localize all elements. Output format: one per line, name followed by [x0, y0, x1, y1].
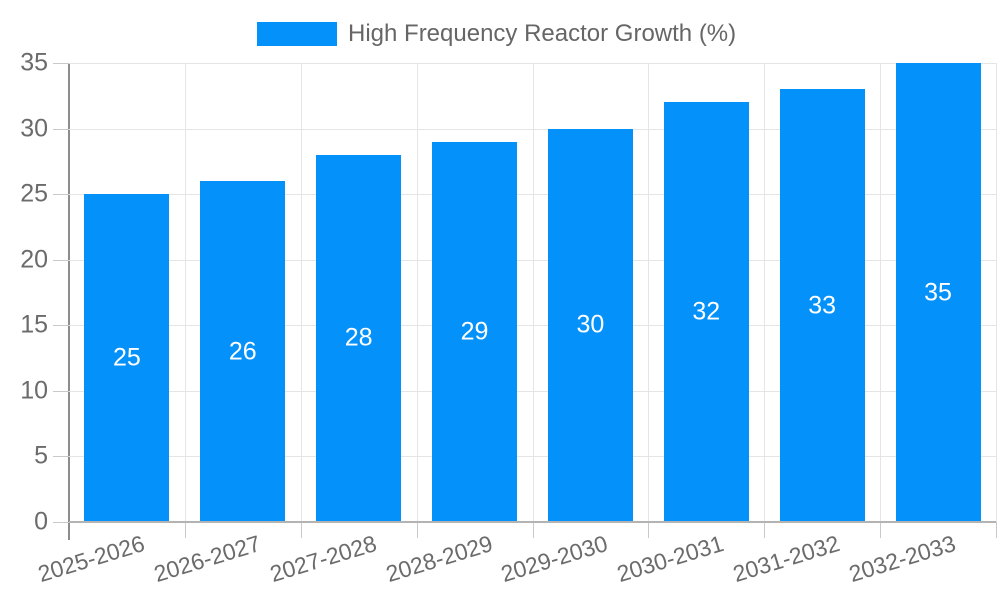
bar-value-label: 32: [692, 297, 721, 326]
bar-value-label: 35: [924, 278, 952, 306]
bar[interactable]: [663, 102, 749, 522]
bar-value-label: 33: [808, 291, 837, 320]
gridline-vertical: [764, 63, 766, 522]
gridline-vertical: [880, 63, 882, 522]
x-tick-label: 2028-2029: [382, 530, 496, 588]
gridline-vertical: [416, 63, 418, 522]
legend-color-swatch: [257, 22, 337, 46]
y-tick-mark: [53, 522, 69, 523]
y-tick-label: 20: [20, 245, 48, 274]
y-tick-label: 15: [20, 310, 48, 339]
x-tick-label: 2030-2031: [614, 530, 727, 588]
y-tick-label: 5: [34, 441, 48, 470]
y-tick-mark: [53, 456, 69, 458]
gridline-vertical: [184, 63, 186, 522]
x-tick-mark: [880, 522, 882, 538]
bar[interactable]: [200, 181, 286, 522]
gridline-vertical: [648, 63, 650, 522]
x-tick-label: 2032-2033: [845, 530, 959, 588]
bar-value-label: 30: [576, 310, 605, 339]
y-tick-label: 35: [20, 48, 48, 77]
x-tick-label: 2025-2026: [34, 530, 148, 588]
x-tick-label: 2027-2028: [266, 530, 380, 588]
y-axis-line: [68, 63, 70, 540]
bar[interactable]: [547, 128, 633, 522]
x-axis-line: [69, 521, 996, 523]
plot-area: 25 26 28 29 30 32 33 35: [53, 63, 997, 538]
y-tick-mark: [53, 63, 69, 64]
x-tick-mark: [184, 522, 186, 538]
legend-item[interactable]: High Frequency Reactor Growth (%): [257, 20, 736, 48]
y-tick-mark: [53, 325, 69, 327]
y-tick-label: 25: [20, 179, 48, 208]
y-tick-mark: [53, 259, 69, 261]
bar[interactable]: [895, 63, 981, 522]
bar-value-label: 29: [460, 317, 489, 346]
x-tick-label: 2026-2027: [150, 530, 264, 588]
x-tick-mark: [416, 522, 418, 538]
x-tick-mark: [648, 522, 650, 538]
y-tick-label: 30: [20, 114, 48, 143]
y-tick-mark: [53, 390, 69, 392]
bar[interactable]: [84, 194, 170, 522]
x-tick-mark: [532, 522, 534, 538]
y-tick-mark: [53, 194, 69, 196]
gridline-vertical: [996, 63, 997, 522]
x-tick-label: 2029-2030: [498, 530, 612, 588]
y-tick-mark: [53, 128, 69, 130]
legend-label: High Frequency Reactor Growth (%): [348, 20, 737, 47]
x-tick-mark: [300, 522, 302, 538]
x-tick-mark: [764, 522, 766, 538]
y-tick-label: 0: [34, 507, 48, 536]
bar-value-label: 26: [228, 337, 257, 365]
bar[interactable]: [779, 89, 865, 522]
bar-value-label: 25: [113, 343, 141, 372]
bar-value-label: 28: [344, 323, 373, 352]
x-tick-label: 2031-2032: [729, 530, 843, 588]
y-tick-label: 10: [20, 376, 48, 405]
bar[interactable]: [432, 141, 518, 522]
y-axis-labels: 0 5 10 15 20 25 30 35: [0, 49, 48, 536]
x-tick-mark: [996, 522, 997, 538]
bar[interactable]: [316, 154, 402, 522]
gridline-vertical: [532, 63, 534, 522]
gridline-vertical: [300, 63, 302, 522]
